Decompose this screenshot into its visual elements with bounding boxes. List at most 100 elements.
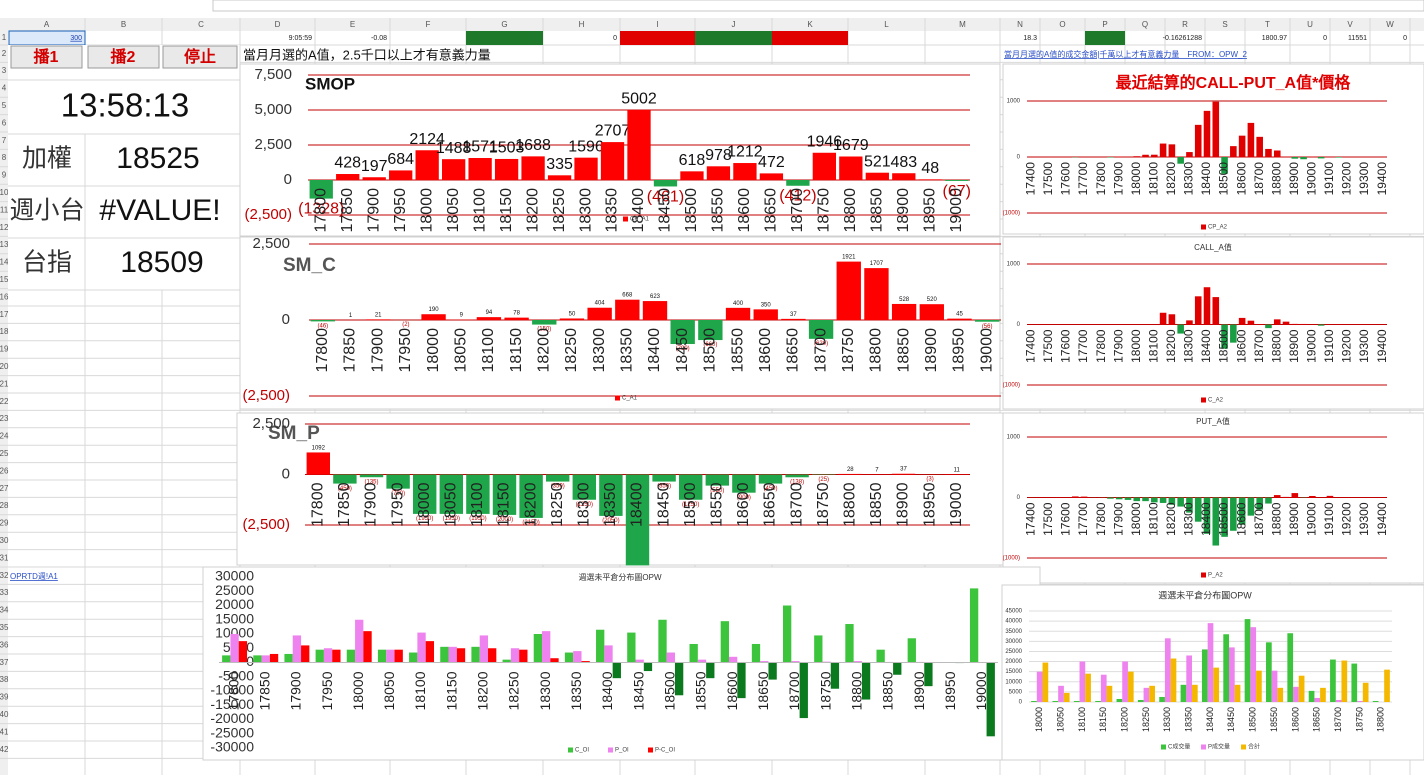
x-tick-label: 18950 (921, 482, 938, 527)
data-label: 684 (387, 151, 414, 168)
bar (386, 649, 395, 663)
button[interactable] (162, 45, 238, 69)
legend-label: C_OI (575, 748, 589, 754)
bar (1351, 663, 1358, 702)
button-label[interactable]: 停止 (184, 47, 216, 66)
y-tick-label: 0 (282, 465, 290, 482)
x-tick-label: 17950 (392, 188, 409, 233)
button-label[interactable]: 播2 (111, 47, 136, 66)
bar (1300, 323, 1307, 325)
legend-label: CP_A1 (630, 217, 650, 223)
data-label: (790) (676, 346, 690, 352)
column-header: C (198, 20, 204, 29)
y-tick-label: 0 (246, 653, 254, 669)
x-tick-label: 18100 (471, 188, 488, 233)
bar (1168, 497, 1176, 505)
button[interactable] (87, 45, 160, 69)
row-label: 台指 (22, 249, 72, 277)
cell-value: 0 (613, 35, 617, 42)
x-tick-label: 18200 (1164, 502, 1178, 536)
button-label[interactable]: 播1 (34, 47, 59, 66)
bar (1221, 324, 1228, 349)
y-tick-label: -30000 (210, 739, 254, 755)
bar (839, 156, 863, 180)
data-label: 1707 (870, 261, 884, 267)
x-tick-label: 19000 (1305, 162, 1319, 196)
bar (1177, 497, 1184, 507)
x-tick-label: 18250 (1141, 707, 1151, 732)
row-number: 39 (0, 693, 9, 702)
row-number: 34 (0, 606, 9, 615)
bar (836, 261, 861, 320)
bar (1250, 627, 1257, 702)
bar (969, 588, 979, 663)
bar (1330, 659, 1336, 702)
data-label: 1596 (568, 138, 604, 155)
x-tick-label: 18600 (757, 328, 774, 373)
bar (441, 159, 466, 180)
y-tick-label: -5000 (218, 667, 254, 683)
x-tick-label: 18300 (537, 671, 553, 710)
bar (1107, 497, 1114, 499)
x-tick-label: 18500 (1217, 502, 1231, 536)
bar (919, 304, 944, 320)
column-header: J (732, 20, 736, 29)
bar (1238, 317, 1246, 325)
row-number: 19 (0, 345, 9, 354)
data-label: (3) (926, 477, 933, 483)
bar (698, 320, 723, 341)
data-label: (350) (657, 484, 671, 490)
y-tick-label: 30000 (215, 568, 254, 584)
bar (502, 659, 511, 663)
link[interactable]: OPRTD週!A1 (10, 572, 58, 581)
bar (336, 174, 360, 180)
x-tick-label: 18050 (1055, 707, 1065, 732)
bar (1244, 619, 1251, 702)
bar (1293, 686, 1299, 702)
chart: SM_C (2,500) 0 2,500 (46) 1 21 (2) 190 9 94 78 (150)… (239, 235, 1001, 410)
data-label: 7 (875, 467, 879, 473)
link[interactable]: 當月月選的A值的成交金額|千萬以上才有意義力量 FROM：OPW_2 (1004, 49, 1248, 59)
bar (1203, 497, 1211, 534)
x-tick-label: 18800 (842, 482, 859, 527)
y-tick-label: 45000 (1005, 609, 1022, 615)
x-tick-label: 17500 (1041, 162, 1055, 196)
button[interactable] (10, 45, 83, 69)
bar (1095, 700, 1101, 702)
x-tick-label: 18250 (506, 671, 522, 710)
data-label: (1328) (298, 200, 344, 217)
bar (706, 166, 731, 180)
x-tick-label: 18300 (1182, 329, 1196, 363)
data-label: 400 (733, 301, 744, 307)
x-tick-label: 18200 (1164, 329, 1178, 363)
x-tick-label: 18000 (1034, 707, 1044, 732)
x-tick-label: 18450 (630, 671, 646, 710)
bar (1234, 684, 1241, 702)
data-label: (135) (364, 479, 378, 485)
x-tick-label: 18750 (840, 328, 857, 373)
data-label: 528 (899, 297, 910, 303)
bar (918, 179, 942, 180)
x-tick-label: 18250 (549, 482, 566, 527)
row-number: 13 (0, 240, 9, 249)
x-tick-label: 18800 (848, 671, 864, 710)
data-label: 1 (349, 313, 353, 319)
y-tick-label: (2,500) (242, 387, 290, 404)
bar (386, 474, 410, 489)
chart: 最近結算的CALL-PUT_A值*價格 (1000) 0 1000 17400 17500… (1002, 63, 1424, 235)
column-header: V (1347, 20, 1353, 29)
column-header: M (959, 20, 966, 29)
x-tick-label: 18450 (655, 482, 672, 527)
row-number: 24 (0, 432, 9, 441)
x-tick-label: 18600 (1234, 329, 1248, 363)
x-tick-label: 19000 (1305, 502, 1319, 536)
legend-label: P_OI (615, 748, 629, 754)
x-tick-label: 19400 (1375, 502, 1389, 536)
x-tick-label: 18300 (1182, 502, 1196, 536)
bar (510, 648, 520, 663)
data-label: 78 (513, 311, 520, 317)
bar (1229, 647, 1235, 702)
row-number: 5 (2, 101, 7, 110)
bar (732, 474, 756, 493)
